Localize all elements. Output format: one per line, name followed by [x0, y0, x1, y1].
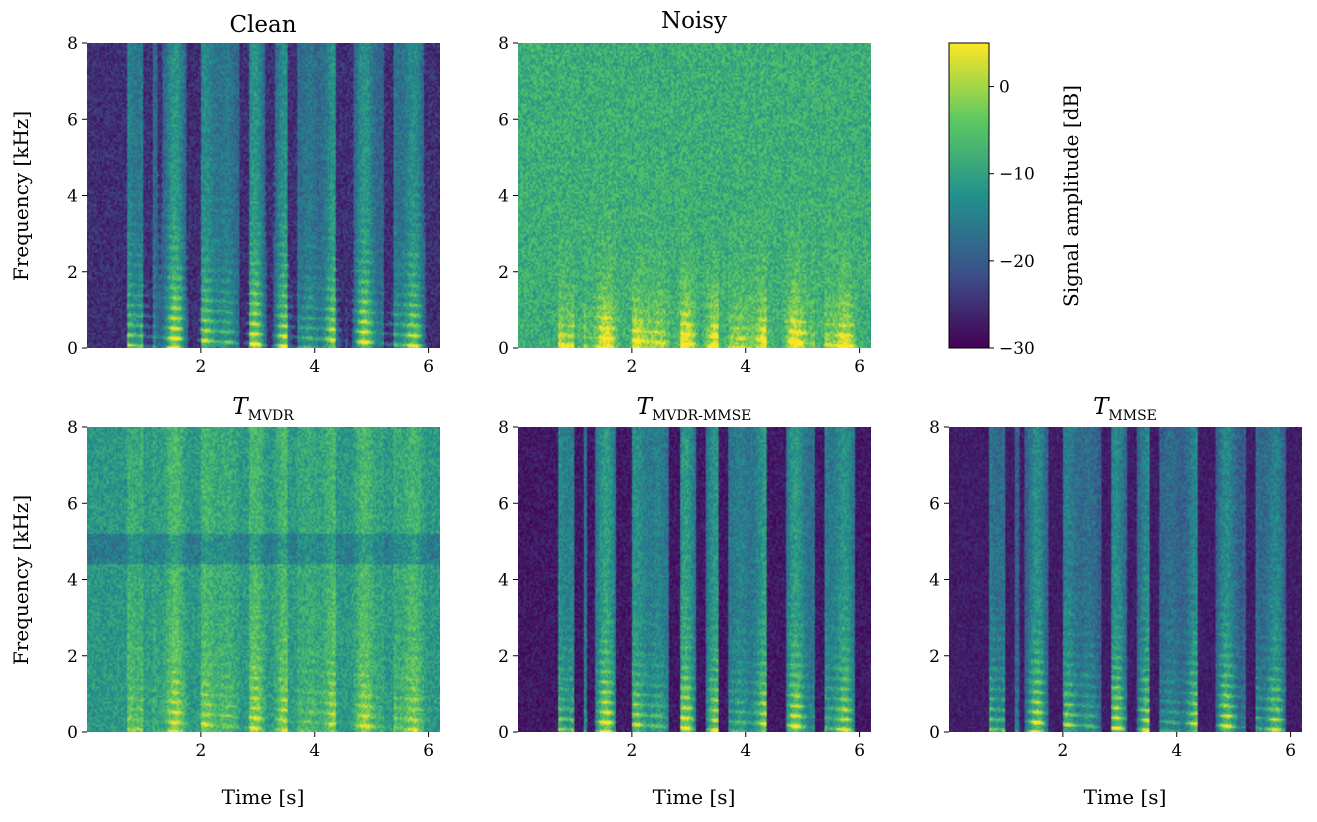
x-tick-label: 2	[626, 741, 637, 761]
spectrogram-image	[518, 43, 871, 348]
panel-title: TMVDR	[232, 394, 294, 424]
y-tick-label: 6	[67, 494, 78, 514]
y-tick-label: 4	[67, 187, 78, 207]
panel-t-mvdr: TMVDR 0 2 4 6 8 2 4 6 Frequency [kHz] Time [s]	[9, 394, 440, 809]
title-symbol: T	[232, 394, 249, 420]
spectrogram-image	[518, 427, 871, 732]
panel-ticks: 0 2 4 6 8 2 4 6	[67, 418, 434, 761]
x-tick-label: 2	[1057, 741, 1068, 761]
panel-title: TMVDR-MMSE	[637, 394, 752, 424]
spectrogram-image	[87, 43, 440, 348]
colorbar-ticks: 0 −10 −20 −30	[989, 78, 1035, 359]
y-axis-label: Frequency [kHz]	[9, 495, 33, 665]
panel-t-mvdr-mmse: TMVDR-MMSE 0 2 4 6 8 2 4 6 Time [s]	[498, 394, 871, 809]
y-axis-label: Frequency [kHz]	[9, 111, 33, 281]
colorbar-tick-label: −10	[999, 165, 1035, 185]
x-tick-label: 4	[1171, 741, 1182, 761]
y-tick-label: 8	[498, 34, 509, 54]
y-tick-label: 2	[498, 263, 509, 283]
x-tick-label: 6	[854, 741, 865, 761]
panel-title: Noisy	[661, 8, 727, 34]
y-tick-label: 2	[498, 647, 509, 667]
y-tick-label: 2	[67, 647, 78, 667]
colorbar-scale	[948, 42, 990, 349]
title-subscript: MVDR	[248, 408, 295, 424]
x-tick-label: 2	[195, 357, 206, 377]
title-symbol: T	[1093, 394, 1110, 420]
x-tick-label: 4	[740, 741, 751, 761]
colorbar-label: Signal amplitude [dB]	[1059, 85, 1083, 307]
y-tick-label: 2	[67, 263, 78, 283]
x-tick-label: 6	[423, 357, 434, 377]
x-tick-label: 6	[1285, 741, 1296, 761]
panel-ticks: 0 2 4 6 8 2 4 6	[67, 34, 434, 377]
y-tick-label: 6	[929, 494, 940, 514]
spectrogram-image	[87, 427, 440, 732]
x-tick-label: 4	[309, 741, 320, 761]
y-tick-label: 4	[498, 571, 509, 591]
x-tick-label: 4	[309, 357, 320, 377]
y-tick-label: 8	[929, 418, 940, 438]
x-tick-label: 2	[626, 357, 637, 377]
y-tick-label: 0	[498, 723, 509, 743]
x-axis-label: Time [s]	[1084, 785, 1167, 809]
y-tick-label: 8	[498, 418, 509, 438]
panel-title: TMMSE	[1093, 394, 1157, 424]
panel-clean: Clean 0 2 4 6 8 2 4 6 Frequency [kHz]	[9, 12, 440, 377]
y-tick-label: 0	[67, 339, 78, 359]
y-tick-label: 8	[67, 34, 78, 54]
panel-ticks: 0 2 4 6 8 2 4 6	[498, 418, 865, 761]
y-tick-label: 0	[498, 339, 509, 359]
x-tick-label: 6	[854, 357, 865, 377]
y-tick-label: 4	[498, 187, 509, 207]
y-tick-label: 8	[67, 418, 78, 438]
spectrogram-image	[949, 427, 1302, 732]
y-tick-label: 4	[929, 571, 940, 591]
x-tick-label: 2	[195, 741, 206, 761]
panel-title: Clean	[229, 12, 296, 38]
title-symbol: T	[637, 394, 654, 420]
x-axis-label: Time [s]	[653, 785, 736, 809]
y-tick-label: 6	[498, 110, 509, 130]
y-tick-label: 0	[929, 723, 940, 743]
y-tick-label: 6	[67, 110, 78, 130]
panel-ticks: 0 2 4 6 8 2 4 6	[498, 34, 865, 377]
x-tick-label: 4	[740, 357, 751, 377]
colorbar-tick-label: 0	[999, 78, 1010, 98]
colorbar-tick-label: −30	[999, 339, 1035, 359]
y-tick-label: 0	[67, 723, 78, 743]
title-subscript: MVDR-MMSE	[652, 408, 751, 424]
y-tick-label: 2	[929, 647, 940, 667]
y-tick-label: 6	[498, 494, 509, 514]
y-tick-label: 4	[67, 571, 78, 591]
colorbar-tick-label: −20	[999, 252, 1035, 272]
panel-noisy: Noisy 0 2 4 6 8 2 4 6	[498, 8, 871, 377]
x-axis-label: Time [s]	[222, 785, 305, 809]
panel-t-mmse: TMMSE 0 2 4 6 8 2 4 6 Time [s]	[929, 394, 1302, 809]
colorbar: 0 −10 −20 −30 Signal amplitude [dB]	[948, 42, 1083, 359]
x-tick-label: 6	[423, 741, 434, 761]
panel-ticks: 0 2 4 6 8 2 4 6	[929, 418, 1296, 761]
title-subscript: MMSE	[1108, 408, 1156, 424]
